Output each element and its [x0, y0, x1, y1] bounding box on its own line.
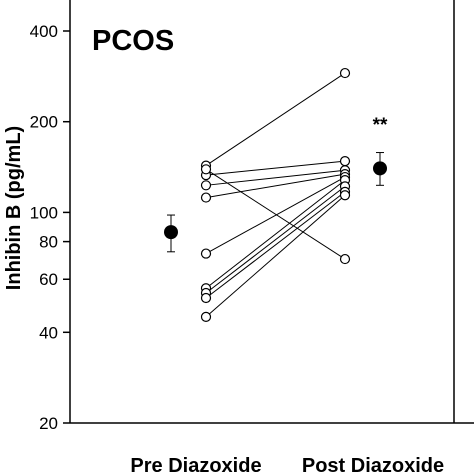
post-point — [339, 67, 351, 79]
pair-line — [205, 185, 346, 294]
pair-line — [205, 173, 346, 199]
individual-points — [200, 67, 351, 322]
pre-point — [200, 311, 212, 322]
y-tick-label: 100 — [30, 203, 58, 222]
mean-point — [164, 225, 178, 240]
paired-lines — [205, 72, 346, 318]
y-tick-label: 80 — [39, 233, 58, 252]
chart-title: PCOS — [92, 25, 174, 57]
y-tick-label: 200 — [30, 113, 58, 132]
pre-point — [200, 192, 212, 203]
y-axis-label: Inhibin B (pg/mL) — [3, 126, 25, 290]
pre-point — [200, 292, 212, 304]
category-labels: Pre Diazoxide Post Diazoxide — [130, 455, 444, 474]
y-tick-label: 20 — [39, 414, 58, 433]
pair-line — [205, 160, 346, 176]
pair-line — [205, 179, 346, 289]
y-tick-label: 60 — [39, 270, 58, 289]
post-point — [339, 156, 351, 167]
category-label: Post Diazoxide — [302, 455, 444, 474]
category-label: Pre Diazoxide — [130, 455, 261, 474]
y-tick-label: 40 — [39, 323, 58, 342]
pair-line — [205, 72, 346, 167]
pair-line — [205, 176, 346, 255]
pair-line — [205, 169, 346, 186]
pre-point — [200, 180, 212, 191]
mean-point — [373, 161, 387, 176]
pre-point — [200, 164, 212, 175]
mean-markers — [164, 152, 387, 253]
post-point — [339, 190, 351, 201]
y-ticks: 20 40 60 80 100 200 400 — [30, 22, 70, 433]
pair-line — [205, 194, 346, 318]
annotations: ** — [373, 115, 388, 136]
y-tick-label: 400 — [30, 22, 58, 41]
post-point — [339, 253, 351, 265]
significance-marker: ** — [373, 115, 388, 136]
pair-line — [205, 191, 346, 299]
pair-line — [205, 168, 346, 260]
pre-point — [200, 248, 212, 259]
